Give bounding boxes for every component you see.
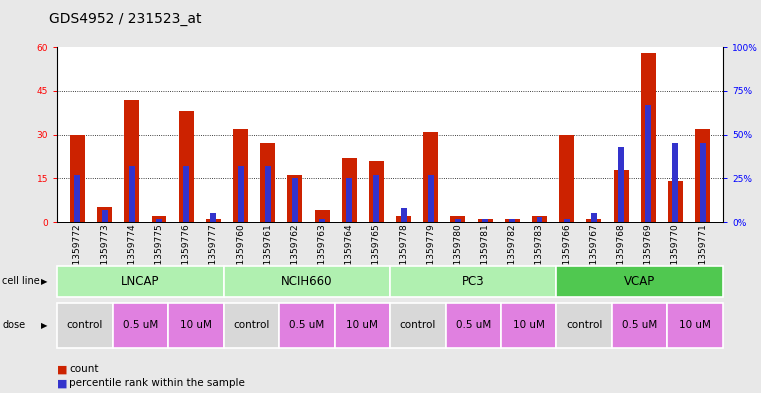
Bar [668, 181, 683, 222]
Bar [537, 217, 543, 222]
Bar [591, 213, 597, 222]
Text: dose: dose [2, 320, 25, 330]
Bar [206, 219, 221, 222]
Text: control: control [233, 320, 269, 330]
Bar [319, 219, 325, 222]
Bar [613, 170, 629, 222]
Text: 0.5 uM: 0.5 uM [123, 320, 158, 330]
Text: count: count [69, 364, 99, 375]
Bar [342, 158, 357, 222]
Text: percentile rank within the sample: percentile rank within the sample [69, 378, 245, 388]
Bar [645, 105, 651, 222]
Bar [455, 219, 461, 222]
Text: ■: ■ [57, 364, 68, 375]
Bar [587, 219, 601, 222]
Bar [618, 147, 624, 222]
Text: cell line: cell line [2, 276, 40, 286]
Bar [102, 210, 107, 222]
Bar [156, 219, 162, 222]
Bar [346, 178, 352, 222]
Bar [124, 99, 139, 222]
Bar [400, 208, 406, 222]
Bar [699, 143, 705, 222]
Bar [532, 216, 547, 222]
Text: 0.5 uM: 0.5 uM [456, 320, 491, 330]
Bar [75, 175, 81, 222]
Text: NCIH660: NCIH660 [281, 275, 333, 288]
Bar [129, 166, 135, 222]
Text: GDS4952 / 231523_at: GDS4952 / 231523_at [49, 11, 202, 26]
Text: 10 uM: 10 uM [180, 320, 212, 330]
Text: ▶: ▶ [41, 277, 47, 286]
Text: ▶: ▶ [41, 321, 47, 330]
Text: LNCAP: LNCAP [121, 275, 160, 288]
Bar [478, 219, 492, 222]
Bar [374, 175, 380, 222]
Text: VCAP: VCAP [624, 275, 655, 288]
Text: 10 uM: 10 uM [680, 320, 711, 330]
Bar [237, 166, 244, 222]
Bar [641, 53, 656, 222]
Bar [482, 219, 488, 222]
Bar [396, 216, 411, 222]
Bar [673, 143, 678, 222]
Bar [233, 129, 248, 222]
Bar [70, 134, 85, 222]
Bar [179, 111, 193, 222]
Bar [97, 208, 112, 222]
Text: 10 uM: 10 uM [346, 320, 378, 330]
Text: 0.5 uM: 0.5 uM [289, 320, 324, 330]
Bar [369, 161, 384, 222]
Text: ■: ■ [57, 378, 68, 388]
Bar [505, 219, 520, 222]
Bar [423, 132, 438, 222]
Bar [509, 219, 515, 222]
Bar [695, 129, 710, 222]
Bar [292, 178, 298, 222]
Bar [288, 175, 302, 222]
Text: control: control [400, 320, 436, 330]
Bar [265, 166, 271, 222]
Bar [559, 134, 574, 222]
Bar [428, 175, 434, 222]
Text: 0.5 uM: 0.5 uM [622, 320, 658, 330]
Text: PC3: PC3 [462, 275, 485, 288]
Bar [210, 213, 216, 222]
Bar [564, 219, 570, 222]
Text: control: control [566, 320, 603, 330]
Text: control: control [67, 320, 103, 330]
Text: 10 uM: 10 uM [513, 320, 545, 330]
Bar [183, 166, 189, 222]
Bar [314, 210, 330, 222]
Bar [260, 143, 275, 222]
Bar [451, 216, 466, 222]
Bar [151, 216, 167, 222]
